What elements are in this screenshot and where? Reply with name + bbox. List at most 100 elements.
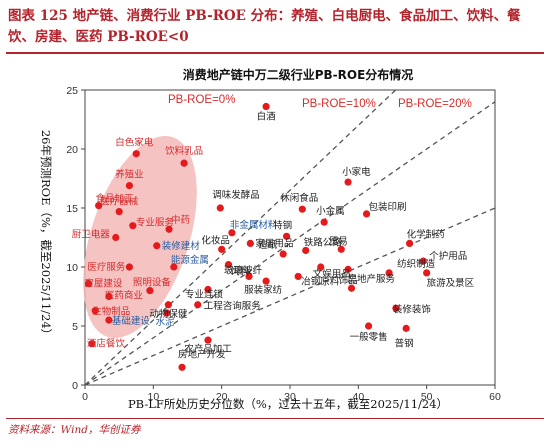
y-tick-label: 20 bbox=[66, 144, 78, 156]
data-point bbox=[129, 222, 137, 230]
data-point bbox=[170, 263, 178, 271]
point-label: 动物保健 bbox=[149, 308, 188, 320]
y-tick-label: 15 bbox=[66, 203, 78, 215]
point-label: 铁路公路 bbox=[304, 236, 343, 248]
point-label: 化妆品 bbox=[201, 234, 230, 246]
data-point bbox=[364, 322, 373, 330]
data-point bbox=[282, 232, 291, 240]
data-point bbox=[262, 277, 270, 285]
data-point bbox=[337, 245, 345, 253]
point-label: 造纸 bbox=[258, 239, 278, 251]
chart-title: 消费地产链中万二级行业PB-ROE分布情况 bbox=[183, 67, 414, 82]
reference-line-label: PB-ROE=10% bbox=[302, 98, 376, 110]
point-label: 文娱用品 bbox=[313, 268, 351, 280]
point-label: 生物制品 bbox=[92, 306, 130, 318]
data-point bbox=[362, 210, 371, 218]
point-label: 装修装饰 bbox=[393, 303, 431, 315]
data-point bbox=[105, 316, 113, 324]
data-point bbox=[246, 239, 254, 247]
point-label: 冶钢原料 bbox=[301, 275, 340, 287]
data-point bbox=[419, 257, 427, 265]
x-tick-label: 0 bbox=[82, 391, 88, 403]
data-point bbox=[302, 246, 310, 255]
data-point bbox=[125, 181, 134, 190]
data-point bbox=[344, 265, 352, 273]
data-point bbox=[95, 202, 103, 210]
x-tick-label: 50 bbox=[421, 391, 433, 403]
point-label: 房地产服务 bbox=[348, 273, 396, 285]
point-label: 饰品 bbox=[339, 274, 358, 286]
point-label: 专业服务 bbox=[136, 217, 175, 229]
data-point bbox=[163, 309, 171, 317]
data-point bbox=[423, 269, 431, 277]
data-point bbox=[320, 218, 328, 226]
data-point bbox=[84, 279, 93, 288]
data-point bbox=[105, 292, 113, 301]
point-label: 养殖业 bbox=[115, 169, 144, 181]
point-label: 房屋建设 bbox=[84, 278, 123, 290]
point-label: 照明设备 bbox=[133, 277, 172, 289]
point-label: 装修建材 bbox=[162, 240, 201, 252]
data-point bbox=[180, 159, 188, 167]
data-point bbox=[347, 284, 356, 292]
data-point bbox=[294, 272, 302, 281]
negative-pbroe-region bbox=[83, 135, 197, 339]
data-point bbox=[153, 242, 161, 250]
point-label: 家居用品 bbox=[255, 237, 293, 249]
data-point bbox=[178, 363, 186, 371]
footer-divider bbox=[6, 418, 544, 419]
data-point bbox=[218, 245, 226, 253]
y-tick-label: 25 bbox=[66, 85, 78, 97]
point-label: 白色家电 bbox=[115, 137, 154, 149]
data-point bbox=[262, 102, 270, 111]
data-point bbox=[115, 207, 123, 216]
point-label: 调味发酵品 bbox=[212, 189, 260, 201]
point-label: 基础建设 bbox=[112, 315, 151, 327]
point-label: 非金属材料 bbox=[230, 219, 278, 231]
data-point bbox=[88, 340, 96, 348]
y-axis-label: 26年预测ROE（%，截至2025/11/24） bbox=[39, 130, 53, 340]
point-label: 饲料 bbox=[231, 266, 251, 278]
point-label: 农产品加工 bbox=[184, 343, 232, 355]
x-axis-label: PB-LF所处历史分位数（%，过去十五年，截至2025/11/24） bbox=[128, 397, 448, 411]
data-point bbox=[385, 269, 393, 277]
data-point bbox=[392, 304, 400, 312]
data-point bbox=[298, 205, 306, 213]
point-label: 水泥 bbox=[155, 316, 175, 328]
point-label: 化学制药 bbox=[407, 228, 445, 240]
y-tick-label: 10 bbox=[66, 262, 78, 274]
reference-line-label: PB-ROE=0% bbox=[168, 94, 235, 106]
point-label: 小金属 bbox=[316, 205, 345, 217]
point-label: 包装印刷 bbox=[369, 201, 407, 213]
point-label: 休闲食品 bbox=[280, 192, 318, 204]
data-point bbox=[224, 261, 233, 269]
point-label: 饮料乳品 bbox=[165, 145, 203, 157]
data-point bbox=[245, 272, 253, 281]
reference-line bbox=[85, 207, 495, 385]
data-point bbox=[402, 324, 410, 332]
title-divider bbox=[6, 52, 544, 54]
data-point bbox=[204, 336, 212, 344]
point-label: 普钢 bbox=[395, 337, 414, 349]
point-label: 酒店餐饮 bbox=[87, 338, 126, 350]
data-point bbox=[112, 233, 120, 242]
point-label: 白酒 bbox=[257, 111, 277, 123]
y-tick-label: 5 bbox=[72, 321, 78, 333]
x-tick-label: 10 bbox=[147, 391, 159, 403]
point-label: 工程咨询服务 bbox=[204, 300, 262, 312]
reference-line bbox=[85, 101, 495, 385]
point-label: 小家电 bbox=[342, 166, 371, 178]
data-point bbox=[344, 178, 352, 186]
data-point bbox=[216, 204, 224, 212]
data-point bbox=[279, 250, 287, 258]
point-label: 贸易 bbox=[329, 235, 348, 247]
point-label: 专业连锁 bbox=[185, 288, 224, 300]
point-label: 医疗服务 bbox=[87, 261, 126, 273]
x-tick-label: 40 bbox=[352, 391, 364, 403]
data-point bbox=[132, 150, 140, 158]
data-point bbox=[228, 229, 236, 237]
point-label: 中药 bbox=[171, 214, 190, 226]
data-point bbox=[204, 285, 212, 294]
point-label: 食品加工 bbox=[96, 193, 135, 205]
